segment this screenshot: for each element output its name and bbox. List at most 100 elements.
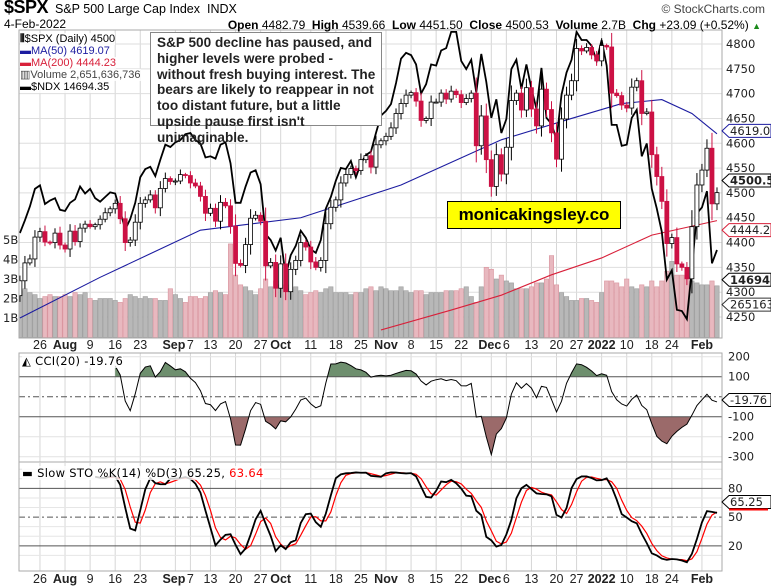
open-value: 4482.79 — [261, 18, 306, 32]
candle-body — [283, 263, 289, 293]
volume-bar — [187, 296, 193, 338]
candle-body — [398, 103, 404, 114]
volume-bar — [253, 294, 259, 338]
candle-body — [293, 260, 299, 270]
sto-value-tag-box — [721, 495, 771, 509]
candle-body — [368, 155, 374, 168]
quote-bar: Open 4482.79 High 4539.66 Low 4451.50 Cl… — [228, 18, 761, 32]
ndx-line — [19, 30, 718, 322]
sto-value-tag: 65.25 — [730, 495, 763, 509]
price-tick-label: 4400 — [726, 236, 755, 250]
volume-bar — [388, 290, 394, 338]
candle-body — [102, 212, 108, 220]
candlestick-icon: ⫴ — [20, 33, 25, 45]
candle-body — [333, 199, 339, 208]
volume-bar — [448, 290, 454, 338]
candle-body — [468, 92, 474, 100]
ndx-tag-box — [721, 272, 771, 287]
volume-bar — [523, 288, 529, 338]
candle-body — [659, 176, 665, 202]
volume-bar — [659, 280, 665, 338]
volume-bar — [212, 290, 218, 338]
volume-bar — [408, 292, 414, 338]
x-tick-label: 7 — [187, 338, 194, 352]
chart-date: 4-Feb-2022 — [4, 17, 67, 31]
volume-bar — [27, 292, 33, 338]
volume-bar — [353, 292, 359, 338]
volume-bar — [423, 294, 429, 338]
candle-body — [19, 280, 23, 297]
volume-bar — [147, 298, 153, 338]
candle-body — [72, 230, 78, 242]
panel-frames — [18, 29, 723, 572]
candle-body — [559, 118, 564, 160]
volume-tag-box — [721, 297, 771, 312]
legend-ma50-text: MA(50) 4619.07 — [31, 45, 110, 57]
volume-bar — [418, 290, 424, 338]
x-tick-label: 10 — [620, 338, 634, 352]
volume-bar — [543, 278, 549, 338]
x-tick-label: 20 — [550, 338, 564, 352]
cci-value-tag-box — [721, 393, 771, 407]
volume-tick-label: 5B — [3, 233, 18, 247]
volume-bar — [263, 278, 269, 338]
volume-bar — [564, 296, 570, 338]
candle-body — [453, 90, 459, 96]
candle-body — [273, 262, 279, 289]
volume-bar — [172, 294, 178, 338]
candle-body — [323, 223, 329, 261]
x-tick-label: 20 — [550, 572, 564, 586]
index-name: S&P 500 Large Cap Index — [55, 2, 201, 16]
candle-body — [428, 101, 434, 119]
volume-bar — [102, 298, 108, 338]
volume-bar — [533, 282, 539, 338]
cci-tick-label: -200 — [728, 430, 754, 444]
x-tick-label: 7 — [187, 572, 194, 586]
ma200-tag-box — [721, 223, 771, 238]
volume-bar — [62, 294, 68, 338]
volume-bar — [348, 294, 354, 338]
candle-body — [418, 100, 424, 121]
price-tick-label: 4350 — [726, 260, 755, 274]
x-tick-label: 27 — [570, 572, 584, 586]
candle-body — [483, 115, 489, 161]
volume-bar — [152, 298, 158, 338]
candle-body — [654, 154, 660, 177]
candle-body — [22, 262, 28, 282]
candle-body — [689, 226, 695, 280]
cci-line — [114, 361, 718, 457]
volume-bar — [323, 288, 329, 338]
candle-body — [288, 268, 294, 293]
close-label: Close — [469, 18, 503, 32]
x-tick-label: 6 — [503, 572, 510, 586]
candle-body — [188, 175, 193, 184]
volume-bar — [493, 278, 499, 338]
x-tick-label: Aug — [53, 572, 77, 586]
volume-bar — [458, 288, 464, 338]
candle-body — [519, 92, 524, 111]
volume-bar — [318, 292, 324, 338]
volume-bar — [468, 296, 474, 338]
annotation-box: S&P 500 decline has paused, and higher l… — [150, 32, 382, 145]
price-tick-label: 4500 — [726, 186, 755, 200]
x-tick-label: Sep — [162, 338, 185, 352]
volume-bar — [368, 286, 374, 338]
x-tick-label: 25 — [354, 572, 368, 586]
x-tick-label: Feb — [691, 572, 714, 586]
volume-bar — [293, 286, 299, 338]
volume-tag: 2651636 — [730, 298, 771, 312]
candle-body — [353, 168, 359, 171]
volume-bar — [373, 290, 379, 338]
cci-tick-label: -100 — [728, 410, 754, 424]
volume-bar — [77, 294, 83, 338]
volume-bar — [604, 280, 610, 338]
x-tick-label: 25 — [354, 338, 368, 352]
price-tick-label: 4700 — [726, 87, 755, 101]
volume-bar — [559, 292, 565, 338]
candle-body — [233, 225, 238, 264]
candle-body — [438, 92, 444, 103]
candle-body — [87, 223, 93, 228]
candle-body — [569, 80, 574, 96]
x-tick-label: 9 — [87, 338, 94, 352]
candle-body — [338, 182, 344, 201]
